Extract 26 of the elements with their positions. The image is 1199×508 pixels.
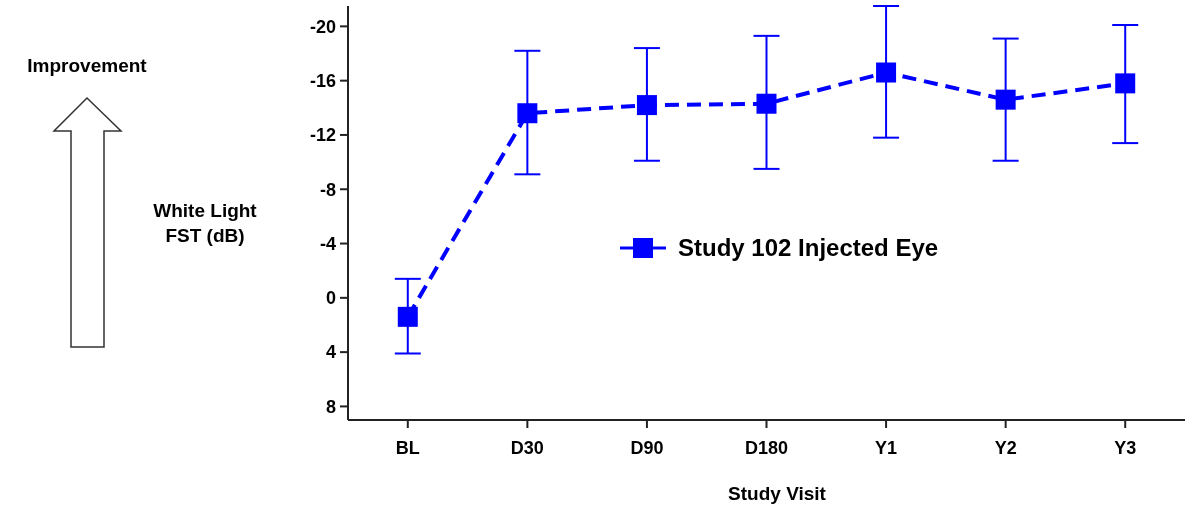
point — [636, 95, 657, 116]
point — [756, 93, 777, 114]
y-tick-label: 8 — [325, 396, 336, 417]
x-tick-label: D30 — [510, 438, 544, 458]
x-tick-label: D90 — [630, 438, 664, 458]
x-axis-title: Study Visit — [728, 483, 827, 504]
text: Improvement — [27, 55, 148, 76]
legend-label: Study 102 Injected Eye — [678, 234, 939, 262]
x-tick-label: Y2 — [994, 438, 1017, 458]
y-axis-title: White Light FST (dB) — [153, 200, 258, 246]
x-tick-label: BL — [395, 438, 420, 458]
point — [517, 103, 538, 124]
y-tick-label: -20 — [309, 16, 336, 37]
y-tick-label: -12 — [309, 125, 336, 146]
point — [995, 89, 1016, 110]
point — [397, 306, 418, 327]
point — [1115, 73, 1136, 94]
x-tick-label: Y3 — [1114, 438, 1137, 458]
y-tick-label: -8 — [319, 179, 336, 200]
point — [876, 62, 897, 83]
x-tick-label: Y1 — [875, 438, 898, 458]
y-tick-label: 4 — [325, 342, 336, 363]
y-tick-label: 0 — [325, 288, 336, 309]
y-tick-label: -16 — [309, 70, 336, 91]
y-tick-label: -4 — [319, 233, 336, 254]
x-tick-label: D180 — [744, 438, 789, 458]
